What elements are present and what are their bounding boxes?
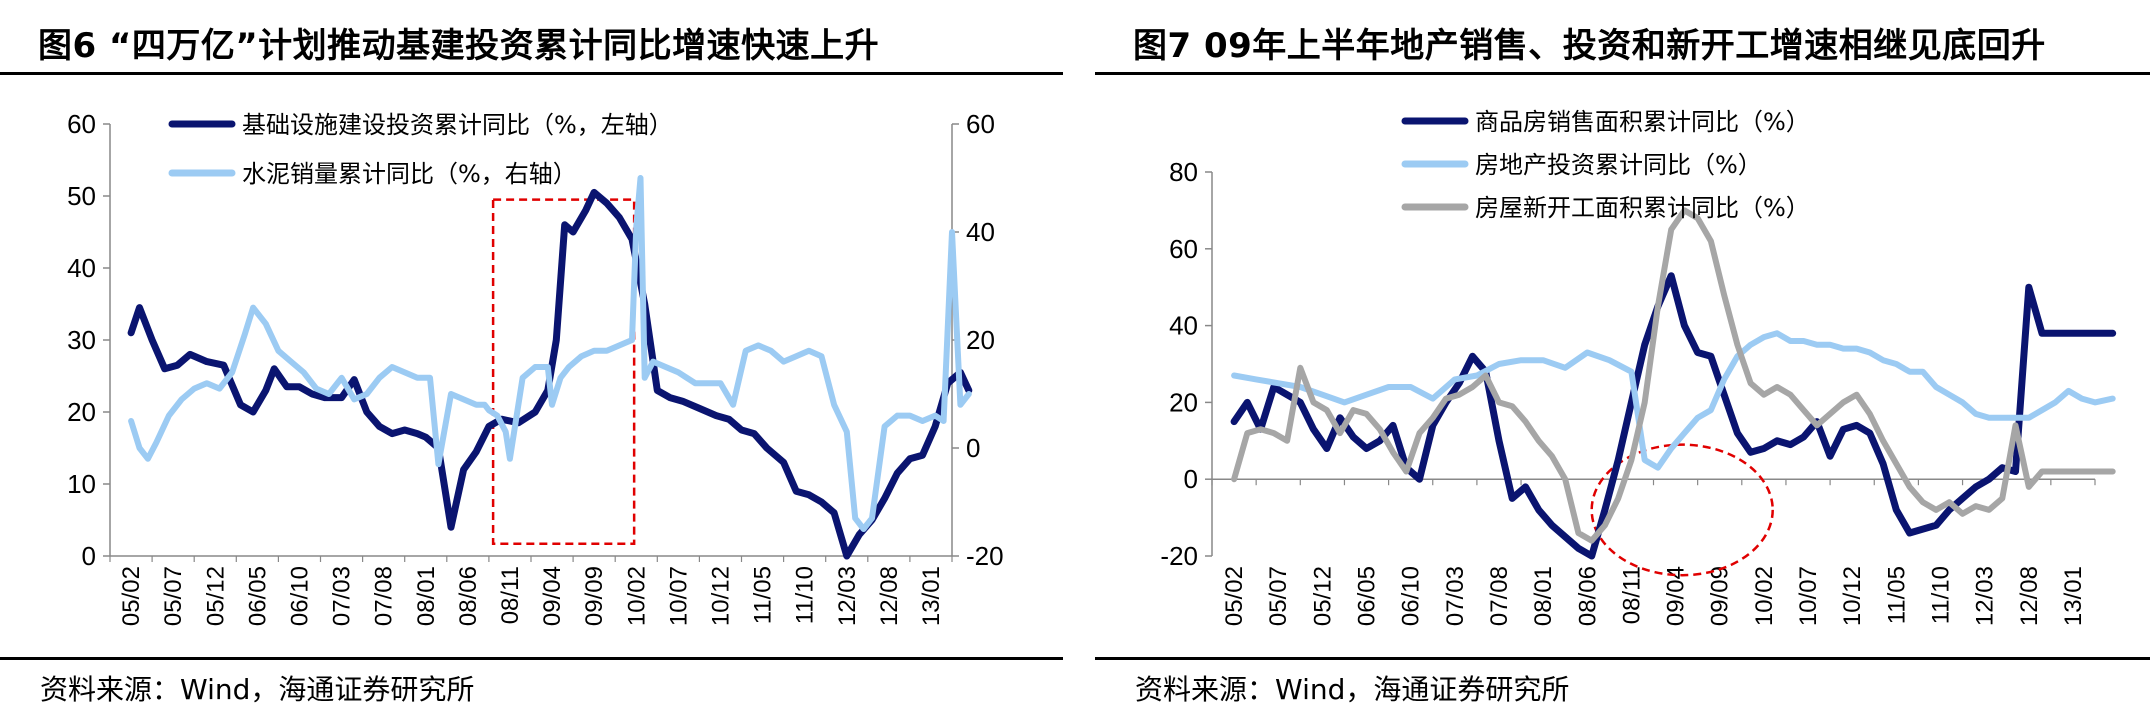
right-ytick-label-left: -20 [1160,541,1198,571]
right-chart-title: 图7 09年上半年地产销售、投资和新开工增速相继见底回升 [1133,26,2046,66]
left-xtick-label: 05/07 [160,566,187,626]
left-xtick-label: 09/09 [581,566,608,626]
right-xtick-label: 07/03 [1442,566,1469,626]
left-xtick-label: 05/02 [118,566,145,626]
left-xtick-label: 12/08 [876,566,903,626]
left-source-note: 资料来源：Wind，海通证券研究所 [40,673,475,706]
left-chart: 0 10 20 30 40 50 60 -20 0 20 40 60 05/02 05/07 05/12 06… [67,109,1004,626]
right-xtick-label: 10/02 [1751,566,1778,626]
right-highlight-ellipse [1590,443,1774,577]
right-ytick-label-left: 80 [1169,157,1198,187]
left-ytick-label-left: 50 [67,181,96,211]
right-title-rule [1095,72,2150,75]
right-xtick-label: 12/08 [2016,566,2043,626]
left-ytick-label-left: 10 [67,469,96,499]
left-xtick-label: 06/10 [286,566,313,626]
left-chart-title: 图6 “四万亿”计划推动基建投资累计同比增速快速上升 [38,26,880,66]
left-ytick-label-left: 0 [82,541,96,571]
left-ytick-label-right: 40 [966,217,995,247]
right-xtick-label: 12/03 [1972,566,1999,626]
right-xtick-label: 13/01 [2060,566,2087,626]
left-xtick-label: 10/07 [665,566,692,626]
left-xtick-label: 09/04 [539,566,566,626]
left-ytick-label-right: -20 [966,541,1004,571]
right-xtick-label: 11/10 [1927,566,1954,624]
left-ytick-label-right: 20 [966,325,995,355]
right-xtick-label: 06/05 [1354,566,1381,626]
left-legend-label-0: 基础设施建设投资累计同比（%，左轴） [242,111,673,139]
left-xtick-label: 10/02 [623,566,650,626]
right-ytick-label-left: 40 [1169,311,1198,341]
left-ytick-label-right: 0 [966,433,980,463]
left-title-rule [0,72,1063,75]
right-xtick-label: 08/01 [1530,566,1557,626]
right-xtick-label: 05/07 [1265,566,1292,626]
left-highlight-box [491,198,636,546]
left-xtick-label: 08/06 [455,566,482,626]
right-xtick-label: 10/07 [1795,566,1822,626]
left-legend-label-1: 水泥销量累计同比（%，右轴） [242,160,577,188]
right-series-line-2 [1231,207,2116,544]
right-legend-label-0: 商品房销售面积累计同比（%） [1475,108,1810,136]
left-xtick-label: 05/12 [202,566,229,626]
right-legend-label-1: 房地产投资累计同比（%） [1475,151,1762,179]
right-ytick-label-left: 0 [1184,464,1198,494]
right-xtick-label: 05/12 [1309,566,1336,626]
left-xtick-label: 07/03 [329,566,356,626]
left-ytick-label-left: 60 [67,109,96,139]
right-ytick-label-left: 60 [1169,234,1198,264]
left-ytick-label-left: 20 [67,397,96,427]
right-xtick-label: 07/08 [1486,566,1513,626]
right-ytick-label-left: 20 [1169,387,1198,417]
right-source-note: 资料来源：Wind，海通证券研究所 [1135,673,1570,706]
right-chart: -20 0 20 40 60 80 05/02 05/07 05/12 06/05 06/10 07/… [1160,108,2117,626]
right-xtick-label: 06/10 [1398,566,1425,626]
left-ytick-label-left: 30 [67,325,96,355]
right-xtick-label: 08/06 [1574,566,1601,626]
left-ytick-label-right: 60 [966,109,995,139]
right-legend-label-2: 房屋新开工面积累计同比（%） [1475,194,1810,222]
right-xtick-label: 05/02 [1221,566,1248,626]
right-series-line-1 [1231,330,2116,471]
left-xtick-label: 11/05 [750,566,777,624]
right-source-rule [1095,657,2150,660]
right-panel: 图7 09年上半年地产销售、投资和新开工增速相继见底回升 -20 0 20 40 60 8… [1095,0,2150,709]
left-series-line-1 [128,175,972,532]
left-source-rule [0,657,1063,660]
right-xtick-label: 11/05 [1883,566,1910,624]
right-xtick-label: 09/09 [1707,566,1734,626]
left-panel: 图6 “四万亿”计划推动基建投资累计同比增速快速上升 0 10 20 30 40 50 60… [0,0,1063,709]
left-xtick-label: 06/05 [244,566,271,626]
left-xtick-label: 13/01 [918,566,945,626]
left-xtick-label: 08/01 [413,566,440,626]
right-xtick-label: 10/12 [1839,566,1866,626]
left-xtick-label: 08/11 [497,566,524,624]
left-xtick-label: 12/03 [834,566,861,626]
left-xtick-label: 07/08 [371,566,398,626]
left-xtick-label: 10/12 [707,566,734,626]
right-xtick-label: 08/11 [1618,566,1645,624]
left-series-line-0 [127,188,973,560]
left-xtick-label: 11/10 [792,566,819,624]
left-ytick-label-left: 40 [67,253,96,283]
